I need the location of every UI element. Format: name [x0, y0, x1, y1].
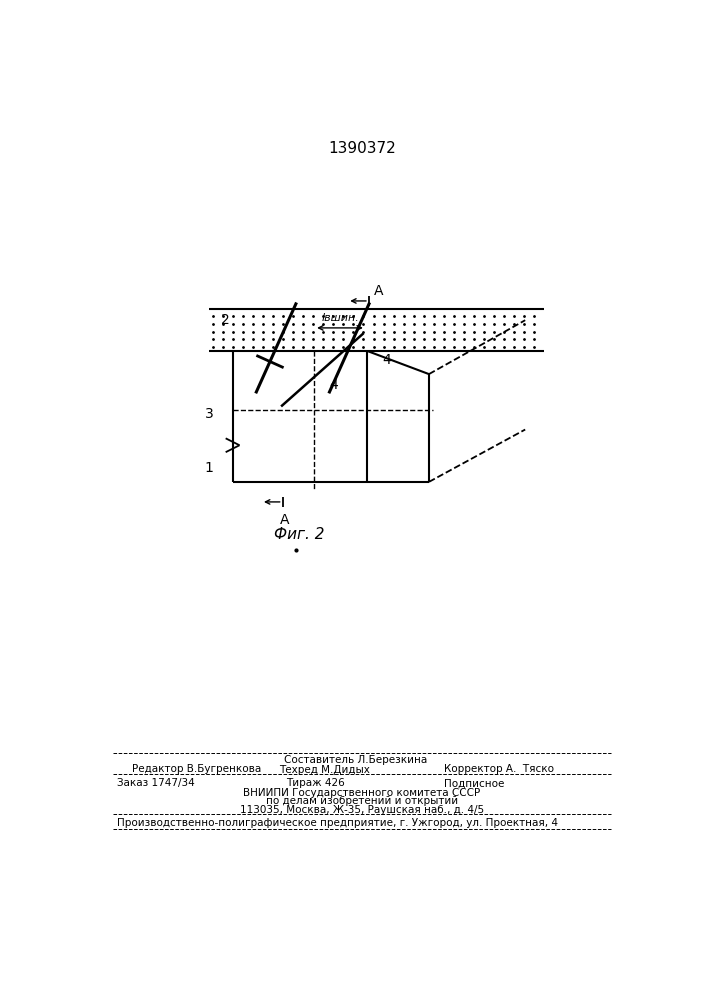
Text: lвшин.: lвшин.: [321, 313, 359, 323]
Text: Тираж 426: Тираж 426: [286, 778, 345, 788]
Text: 4: 4: [382, 353, 392, 367]
Text: 4: 4: [329, 378, 338, 392]
Text: Техред М.Дидых: Техред М.Дидых: [279, 764, 370, 775]
Text: ВНИИПИ Государственного комитета СССР: ВНИИПИ Государственного комитета СССР: [243, 788, 481, 798]
Text: 1390372: 1390372: [328, 141, 396, 156]
Text: Составитель Л.Березкина: Составитель Л.Березкина: [284, 755, 428, 765]
Text: Редактор В.Бугренкова: Редактор В.Бугренкова: [132, 764, 262, 774]
Text: Производственно-полиграфическое предприятие, г. Ужгород, ул. Проектная, 4: Производственно-полиграфическое предприя…: [117, 818, 558, 828]
Text: Корректор А.  Тяско: Корректор А. Тяско: [444, 764, 554, 774]
Text: по делам изобретений и открытий: по делам изобретений и открытий: [266, 796, 458, 806]
Text: Подписное: Подписное: [444, 778, 505, 788]
Text: 113035, Москва, Ж-35, Раушская наб., д. 4/5: 113035, Москва, Ж-35, Раушская наб., д. …: [240, 805, 484, 815]
Text: Фиг. 2: Фиг. 2: [274, 527, 325, 542]
Text: A: A: [279, 513, 289, 527]
Text: 1: 1: [204, 461, 214, 475]
Text: Заказ 1747/34: Заказ 1747/34: [117, 778, 195, 788]
Text: A: A: [373, 284, 383, 298]
Text: 3: 3: [205, 407, 214, 421]
Text: 2: 2: [221, 313, 229, 327]
